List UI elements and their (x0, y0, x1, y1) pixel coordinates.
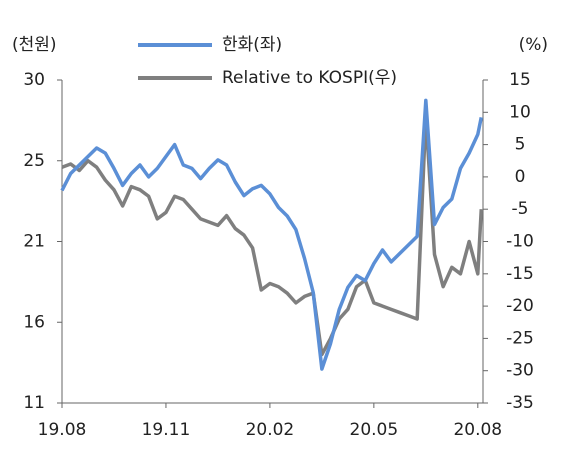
y2-tick-label: -30 (506, 361, 534, 381)
y2-tick-label: 15 (509, 70, 531, 90)
x-tick-label: 20.02 (246, 420, 295, 440)
y2-tick-label: 0 (515, 167, 526, 187)
legend-label: Relative to KOSPI(우) (222, 68, 397, 88)
x-tick-label: 20.05 (350, 420, 399, 440)
y-tick-label: 30 (23, 70, 45, 90)
y2-axis-label: (%) (519, 35, 548, 55)
y2-tick-label: 10 (509, 102, 531, 122)
y-tick-label: 11 (23, 393, 45, 413)
y2-tick-label: -20 (506, 296, 534, 316)
series-line (61, 113, 484, 357)
y2-tick-label: -25 (506, 328, 534, 348)
x-tick-label: 20.08 (453, 420, 502, 440)
series-line (60, 98, 483, 371)
y2-tick-label: -5 (512, 199, 529, 219)
y-tick-label: 25 (23, 151, 45, 171)
x-tick-label: 19.11 (142, 420, 191, 440)
legend-label: 한화(좌) (222, 35, 282, 55)
y2-tick-label: -15 (506, 264, 534, 284)
y-tick-label: 16 (23, 312, 45, 332)
x-tick-label: 19.08 (38, 420, 87, 440)
y2-tick-label: -35 (506, 393, 534, 413)
y2-tick-label: -10 (506, 232, 534, 252)
y2-tick-label: 5 (515, 135, 526, 155)
y-axis-label: (천원) (12, 35, 57, 55)
y-tick-label: 21 (23, 232, 45, 252)
